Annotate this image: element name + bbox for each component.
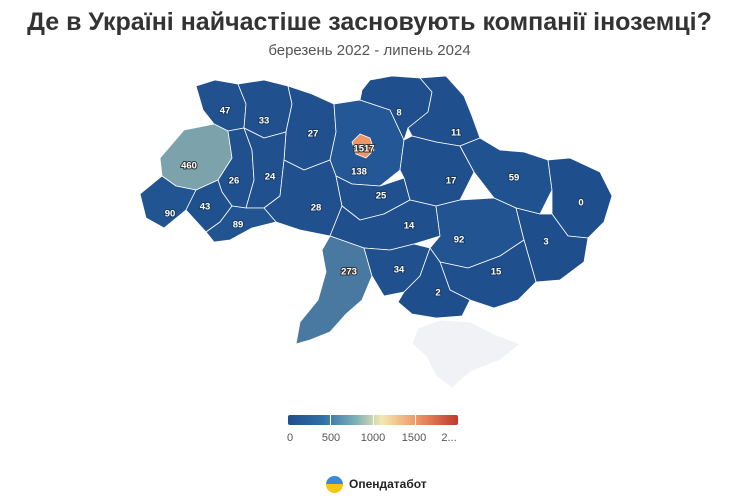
legend-tick-mark [373, 415, 374, 425]
value-label-volyn: 47 [220, 106, 231, 117]
value-label-donetsk: 3 [543, 237, 548, 248]
legend-label: 0 [286, 432, 294, 444]
region-kyiv-city[interactable] [351, 133, 375, 159]
region-luhansk[interactable] [547, 157, 613, 239]
legend-label: 2... [441, 432, 457, 444]
value-label-zakarpattia: 90 [165, 209, 176, 220]
chart-title: Де в Україні найчастіше засновують компа… [27, 8, 712, 36]
value-label-zaporizhzhia: 15 [491, 267, 502, 278]
region-crimea [411, 319, 521, 389]
value-label-khmelnytskyi: 24 [265, 172, 276, 183]
value-label-kyiv-city: 1517 [353, 144, 374, 155]
value-label-dnipropetrovsk: 92 [454, 235, 465, 246]
value-label-luhansk: 0 [578, 198, 583, 209]
value-label-sumy: 11 [451, 128, 462, 139]
value-label-ivano-frankivsk: 43 [200, 202, 211, 213]
value-label-kherson: 2 [435, 288, 440, 299]
legend-tick-mark [330, 415, 331, 425]
region-chernivtsi[interactable] [205, 205, 277, 243]
value-label-rivne: 33 [259, 116, 270, 127]
region-odesa[interactable] [295, 235, 373, 345]
value-label-mykolaiv: 34 [394, 265, 405, 276]
value-label-vinnytsia: 28 [311, 203, 322, 214]
color-legend [288, 415, 458, 427]
chart-subtitle: березень 2022 - липень 2024 [268, 42, 471, 59]
value-label-kharkiv: 59 [509, 173, 520, 184]
brand: Опендатабот [326, 474, 427, 494]
value-label-zhytomyr: 27 [308, 129, 319, 140]
value-label-chernihiv: 8 [396, 108, 401, 119]
brand-name: Опендатабот [349, 477, 427, 491]
legend-tick-mark [415, 415, 416, 425]
legend-label: 1000 [360, 432, 386, 444]
opendatabot-logo-icon [326, 475, 343, 493]
value-label-cherkasy: 25 [376, 191, 387, 202]
value-label-odesa: 273 [341, 267, 357, 278]
legend-label: 1500 [401, 432, 427, 444]
value-label-kyiv-oblast: 138 [351, 167, 367, 178]
region-kherson[interactable] [397, 247, 471, 319]
legend-labels: 0 500 1000 1500 2... [283, 432, 473, 446]
value-label-poltava: 17 [446, 176, 457, 187]
value-label-ternopil: 26 [229, 176, 240, 187]
value-label-chernivtsi: 89 [233, 220, 244, 231]
value-label-lviv: 460 [181, 161, 197, 172]
value-label-kirovohrad: 14 [404, 221, 415, 232]
legend-label: 500 [321, 432, 341, 444]
